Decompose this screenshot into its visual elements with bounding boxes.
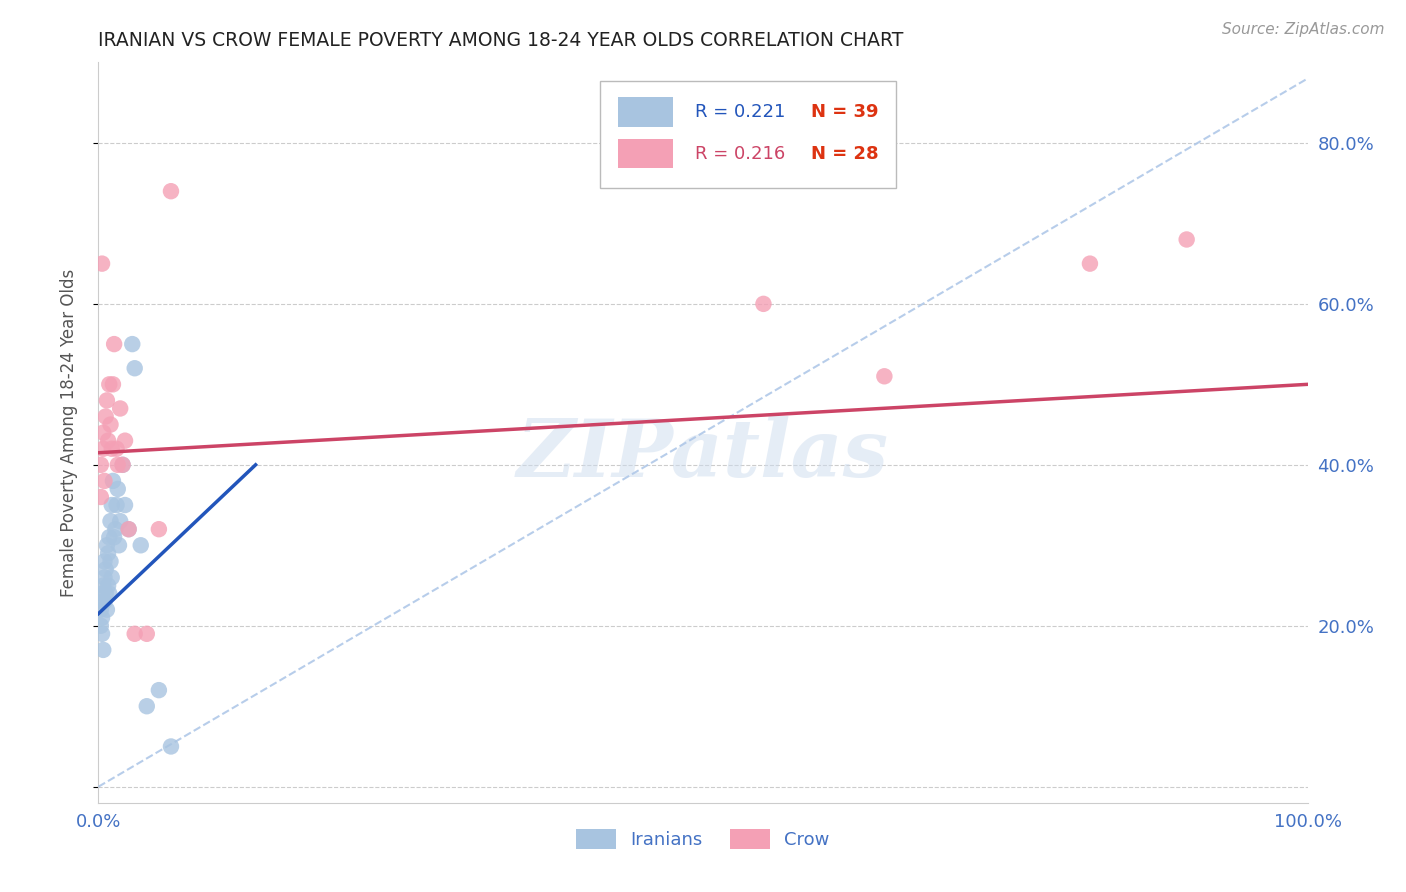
Point [108, 514, 131, 528]
Point [90, 490, 112, 504]
Point [108, 401, 131, 416]
Point [96, 602, 118, 616]
Point [135, 699, 157, 714]
Point [108, 538, 131, 552]
Point [100, 570, 122, 584]
Point [100, 554, 122, 568]
Point [91, 586, 114, 600]
FancyBboxPatch shape [619, 97, 672, 127]
Point [118, 522, 141, 536]
Text: IRANIAN VS CROW FEMALE POVERTY AMONG 18-24 YEAR OLDS CORRELATION CHART: IRANIAN VS CROW FEMALE POVERTY AMONG 18-… [98, 30, 904, 50]
Point [93, 474, 115, 488]
Point [93, 594, 115, 608]
Point [91, 442, 114, 456]
Point [160, 184, 183, 198]
Point [94, 586, 117, 600]
Point [91, 610, 114, 624]
Legend: Iranians, Crow: Iranians, Crow [569, 822, 837, 856]
Point [103, 530, 125, 544]
Point [100, 514, 122, 528]
Point [90, 602, 112, 616]
Point [114, 498, 136, 512]
Point [90, 619, 112, 633]
Point [98, 530, 121, 544]
Text: N = 28: N = 28 [811, 145, 879, 162]
Point [118, 522, 141, 536]
Point [96, 538, 118, 552]
Point [124, 627, 146, 641]
Point [91, 627, 114, 641]
Point [129, 538, 152, 552]
Point [97, 578, 120, 592]
Point [107, 482, 129, 496]
Point [111, 458, 134, 472]
Point [93, 554, 115, 568]
Point [91, 643, 114, 657]
Point [148, 683, 170, 698]
Text: Source: ZipAtlas.com: Source: ZipAtlas.com [1222, 22, 1385, 37]
Point [100, 417, 122, 432]
Point [105, 498, 128, 512]
Point [97, 546, 120, 560]
Point [111, 458, 134, 472]
Point [91, 594, 114, 608]
Point [91, 578, 114, 592]
Point [101, 474, 124, 488]
Text: N = 39: N = 39 [811, 103, 879, 121]
Point [100, 442, 122, 456]
Point [107, 458, 129, 472]
Point [135, 627, 157, 641]
Point [1078, 257, 1101, 271]
Point [100, 498, 122, 512]
Point [104, 522, 127, 536]
Point [873, 369, 896, 384]
Point [98, 586, 121, 600]
Point [114, 434, 136, 448]
Point [105, 442, 128, 456]
Point [160, 739, 183, 754]
Point [121, 337, 143, 351]
Point [148, 522, 170, 536]
FancyBboxPatch shape [619, 138, 672, 169]
Point [101, 377, 124, 392]
Point [96, 393, 118, 408]
Point [91, 425, 114, 440]
Text: R = 0.216: R = 0.216 [695, 145, 785, 162]
Point [91, 257, 114, 271]
Point [90, 458, 112, 472]
Point [94, 409, 117, 424]
FancyBboxPatch shape [600, 81, 897, 188]
Point [94, 562, 117, 576]
Point [97, 434, 120, 448]
Text: ZIPatlas: ZIPatlas [517, 416, 889, 493]
Point [1175, 232, 1198, 246]
Point [98, 377, 121, 392]
Text: R = 0.221: R = 0.221 [695, 103, 785, 121]
Y-axis label: Female Poverty Among 18-24 Year Olds: Female Poverty Among 18-24 Year Olds [59, 268, 77, 597]
Point [752, 297, 775, 311]
Point [103, 337, 125, 351]
Point [93, 570, 115, 584]
Point [124, 361, 146, 376]
